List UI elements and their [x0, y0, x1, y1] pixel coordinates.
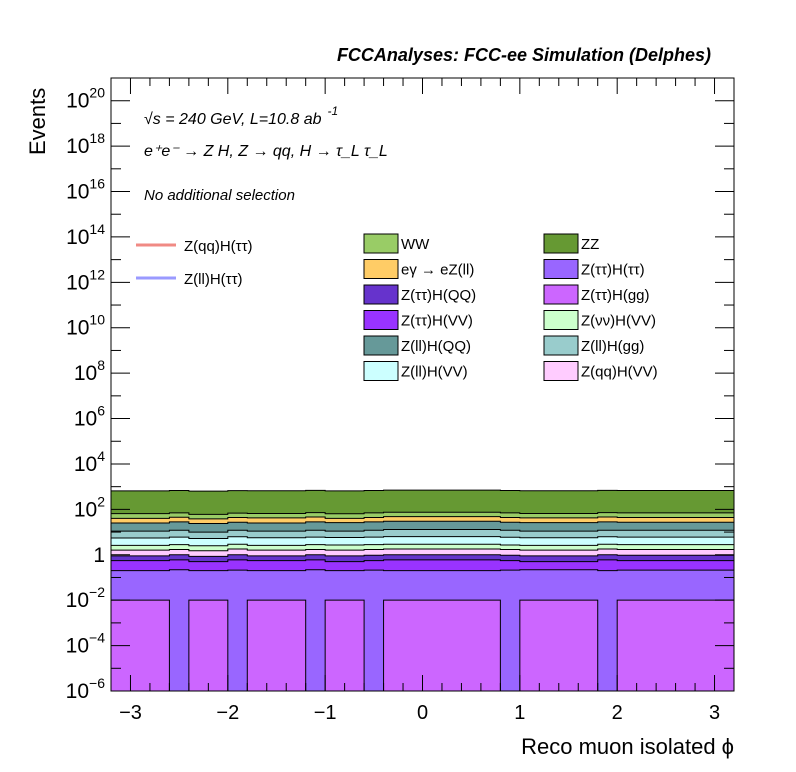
y-tick-exponent: 10 [89, 312, 105, 328]
y-tick-exponent: −2 [89, 584, 105, 600]
background-legend-label: Z(ττ)H(gg) [581, 287, 650, 304]
energy-text: √s = 240 GeV, L=10.8 ab [144, 111, 322, 128]
background-legend-label: Z(ττ)H(ττ) [581, 262, 645, 279]
background-legend-swatch [543, 259, 579, 279]
x-tick-label: −3 [119, 702, 142, 724]
background-legend-swatch [363, 284, 399, 305]
y-tick-exponent: 20 [89, 85, 105, 101]
background-legend-label: eγ → eZ(ll) [401, 262, 474, 279]
background-legend-swatch [363, 335, 399, 356]
y-tick-exponent: 14 [89, 221, 105, 237]
background-legend-swatch [543, 335, 579, 356]
y-tick-base: 10 [66, 226, 89, 249]
y-tick-label: 1010 [66, 312, 105, 340]
background-legend-label: Z(ττ)H(QQ) [401, 287, 476, 304]
y-tick-label: 10−2 [66, 584, 106, 612]
y-tick-label: 104 [74, 448, 105, 476]
y-tick-exponent: 6 [97, 403, 105, 419]
background-legend-label: Z(ll)H(VV) [401, 364, 468, 381]
y-tick-base: 10 [74, 408, 97, 431]
y-tick-base: 10 [66, 90, 89, 113]
axis-ticks: −3 −2 −1 0 1 2 310−610−410−2110210410610810101… [66, 78, 735, 724]
y-tick-label: 106 [74, 403, 105, 431]
x-tick-label: 2 [612, 702, 623, 724]
x-tick-label: 3 [709, 702, 720, 724]
y-tick-exponent: 12 [89, 266, 105, 282]
y-tick-label: 1012 [66, 266, 105, 294]
stacked-histogram [110, 489, 735, 692]
y-tick-exponent: 2 [97, 493, 105, 509]
background-legend-label: Z(ll)H(gg) [581, 338, 644, 355]
y-tick-exponent: 16 [89, 176, 105, 192]
background-legend-label: WW [401, 236, 430, 253]
y-tick-base: 10 [66, 271, 89, 294]
legend: Z(qq)H(ττ) Z(ll)H(ττ) WW ZZ eγ → eZ(ll) Z(ττ)… [136, 233, 658, 381]
y-tick-exponent: 18 [89, 130, 105, 146]
y-tick-label: 1 [93, 544, 105, 567]
selection-annotation: No additional selection [144, 187, 295, 204]
x-tick-label: −2 [216, 702, 239, 724]
signal-legend-label: Z(qq)H(ττ) [184, 238, 253, 255]
background-legend-swatch [363, 361, 399, 381]
y-tick-exponent: −4 [89, 630, 105, 646]
x-tick-label: −1 [314, 702, 337, 724]
y-tick-base: 10 [66, 680, 89, 703]
y-tick-label: 1018 [66, 130, 105, 158]
y-tick-label: 102 [74, 493, 105, 521]
chart-title: FCCAnalyses: FCC-ee Simulation (Delphes) [337, 45, 711, 65]
background-legend-swatch [543, 233, 579, 254]
x-axis-label: Reco muon isolated ϕ [521, 734, 734, 759]
background-legend-label: Z(ττ)H(VV) [401, 313, 473, 330]
y-tick-base: 10 [66, 635, 89, 658]
y-tick-base: 10 [74, 498, 97, 521]
energy-exponent: -1 [328, 104, 339, 118]
y-tick-exponent: −6 [89, 675, 105, 691]
y-tick-label: 1016 [66, 176, 105, 204]
y-tick-label: 10−6 [66, 675, 106, 703]
background-legend-label: Z(νν)H(VV) [581, 313, 656, 330]
y-tick-base: 10 [66, 589, 89, 612]
y-axis-label: Events [25, 88, 50, 155]
background-legend-label: ZZ [581, 236, 599, 253]
background-legend-swatch [543, 310, 579, 330]
background-legend-label: Z(qq)H(VV) [581, 364, 658, 381]
background-legend-swatch [363, 310, 399, 330]
y-tick-exponent: 8 [97, 357, 105, 373]
y-tick-label: 10−4 [66, 630, 106, 658]
y-tick-base: 1 [93, 544, 105, 567]
background-legend-swatch [363, 233, 399, 254]
x-tick-label: 1 [514, 702, 525, 724]
y-tick-base: 10 [66, 135, 89, 158]
y-tick-label: 1020 [66, 85, 105, 113]
y-tick-base: 10 [74, 362, 97, 385]
background-legend-label: Z(ll)H(QQ) [401, 338, 471, 355]
y-tick-label: 108 [74, 357, 105, 385]
background-legend-swatch [363, 259, 399, 279]
background-legend-swatch [543, 284, 579, 305]
y-tick-label: 1014 [66, 221, 105, 249]
process-annotation: e⁺e⁻ → Z H, Z → qq, H → τ_L τ_L [144, 143, 388, 160]
y-tick-base: 10 [66, 181, 89, 204]
y-tick-base: 10 [74, 453, 97, 476]
signal-legend-label: Z(ll)H(ττ) [184, 271, 243, 288]
x-tick-label: 0 [417, 702, 428, 724]
energy-annotation: √s = 240 GeV, L=10.8 ab -1 [144, 104, 338, 128]
background-legend-swatch [543, 361, 579, 381]
y-tick-exponent: 4 [97, 448, 105, 464]
y-tick-base: 10 [66, 317, 89, 340]
